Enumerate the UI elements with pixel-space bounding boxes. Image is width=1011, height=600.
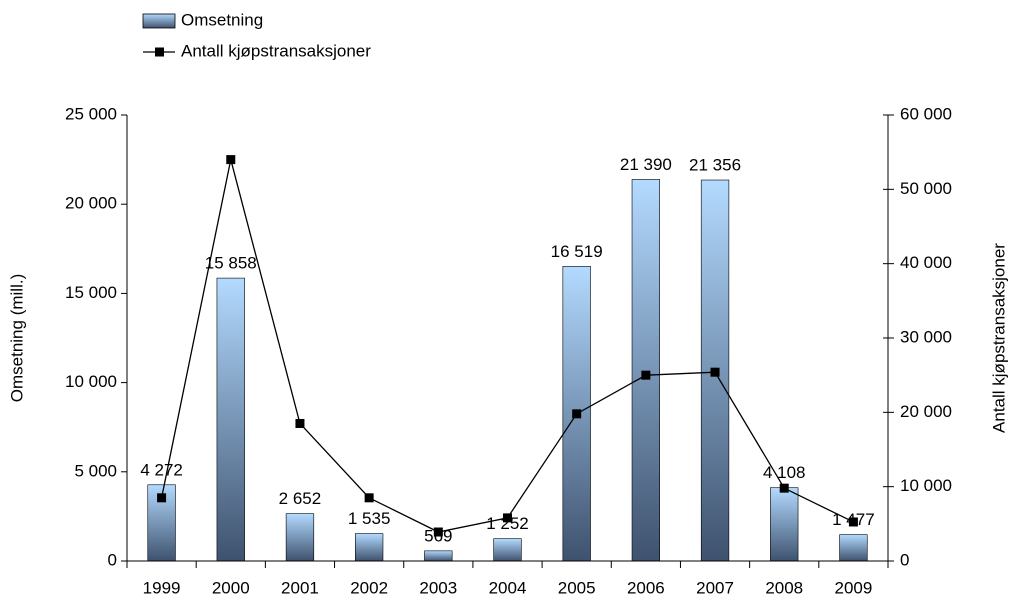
bar: [839, 534, 868, 562]
bar: [770, 487, 799, 562]
x-tick-label: 2008: [765, 578, 803, 597]
line-marker: [848, 517, 858, 527]
y-tick-label: 10 000: [65, 372, 117, 391]
line-marker: [364, 493, 374, 503]
x-tick-label: 2000: [212, 578, 250, 597]
x-tick-label: 2006: [627, 578, 665, 597]
y-axis-label: Omsetning (mill.): [7, 274, 26, 402]
bar: [700, 179, 730, 562]
line: [160, 159, 854, 533]
bar: [424, 550, 453, 562]
x-tick-label: 2004: [489, 578, 527, 597]
bar-value-label: 4 108: [763, 463, 806, 482]
legend-swatch: [142, 13, 176, 29]
bar-value-label: 16 519: [551, 242, 603, 261]
bar-value-label: 1 252: [486, 514, 529, 533]
line-marker: [157, 493, 167, 503]
y2-tick-label: 0: [900, 550, 909, 569]
y-tick-label: 15 000: [65, 283, 117, 302]
y-tick-label: 20 000: [65, 194, 117, 213]
y2-tick-label: 60 000: [900, 104, 952, 123]
y-tick-label: 25 000: [65, 104, 117, 123]
x-tick-label: 2007: [696, 578, 734, 597]
bar: [216, 277, 245, 562]
bar-value-label: 1 535: [348, 509, 391, 528]
y2-axis-label: Antall kjøpstransaksjoner: [989, 243, 1008, 433]
line-marker: [295, 418, 305, 428]
bar: [631, 179, 661, 562]
x-tick-label: 2002: [350, 578, 388, 597]
y2-tick-label: 20 000: [900, 402, 952, 421]
x-tick-label: 1999: [143, 578, 181, 597]
line-marker: [226, 155, 236, 165]
line-marker: [641, 370, 651, 380]
bar: [493, 538, 522, 562]
x-tick-label: 2003: [419, 578, 457, 597]
y2-tick-label: 50 000: [900, 179, 952, 198]
line-marker: [433, 527, 443, 537]
bar: [354, 533, 384, 562]
y-tick-label: 5 000: [74, 461, 117, 480]
y2-tick-label: 30 000: [900, 327, 952, 346]
y2-tick-label: 40 000: [900, 253, 952, 272]
bar: [285, 513, 315, 562]
bar-value-label: 15 858: [205, 254, 257, 273]
x-tick-label: 2001: [281, 578, 319, 597]
line-marker: [779, 483, 789, 493]
y-tick-label: 0: [108, 550, 117, 569]
bar-value-label: 21 356: [689, 155, 741, 174]
bar-value-label: 2 652: [279, 489, 322, 508]
bar: [562, 266, 591, 562]
line-marker: [710, 367, 720, 377]
legend-swatch-marker: [155, 47, 164, 57]
legend-label: Omsetning: [181, 10, 263, 29]
x-tick-label: 2005: [558, 578, 596, 597]
y2-tick-label: 10 000: [900, 476, 952, 495]
bar-value-label: 4 272: [140, 460, 183, 479]
x-tick-label: 2009: [834, 578, 872, 597]
bar-value-label: 21 390: [620, 155, 672, 174]
legend-label: Antall kjøpstransaksjoner: [181, 41, 371, 60]
line-marker: [503, 513, 512, 523]
line-marker: [572, 409, 582, 419]
